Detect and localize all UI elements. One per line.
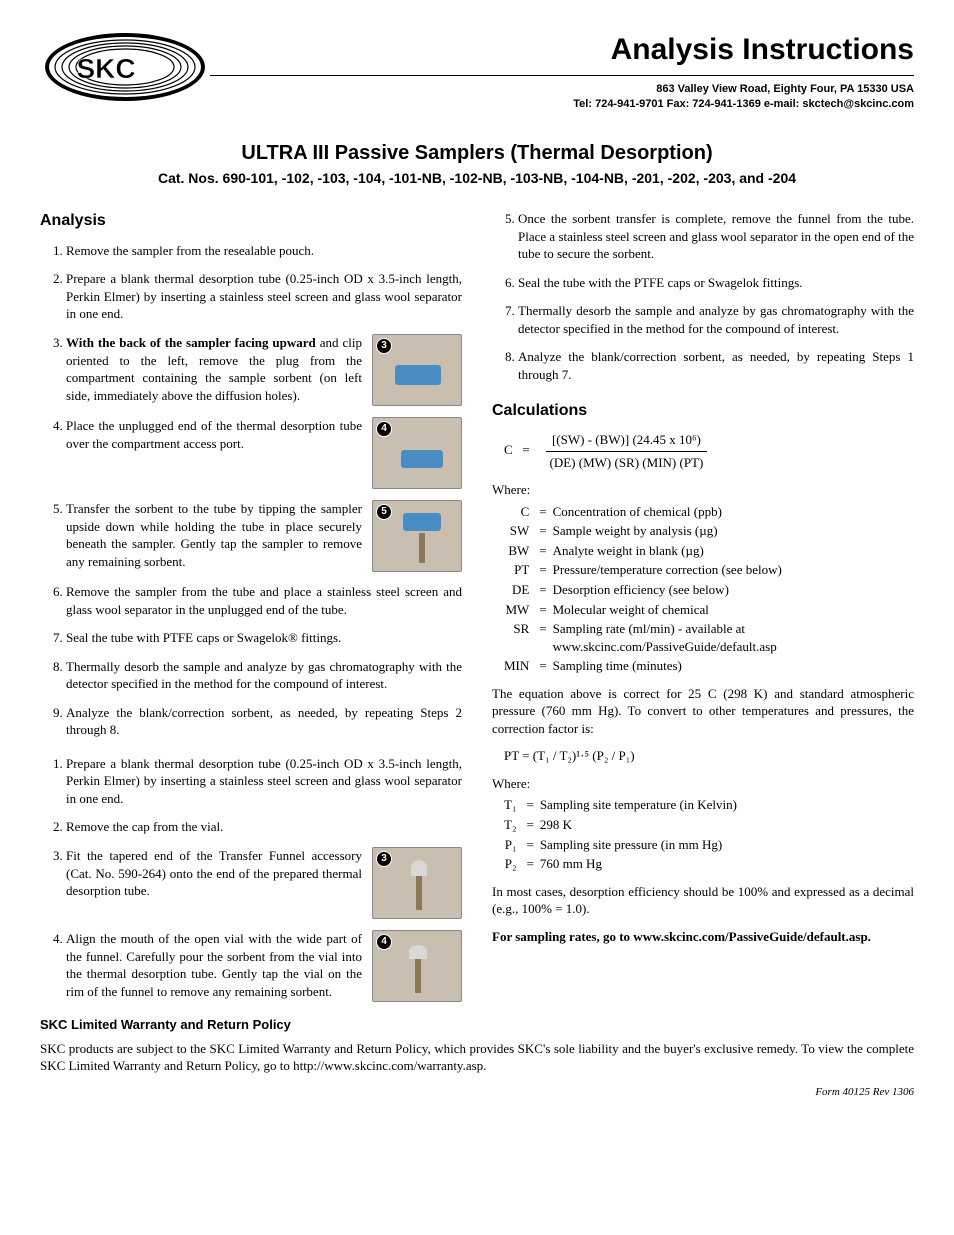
svg-text:SKC: SKC <box>76 53 135 84</box>
table-row: SR=Sampling rate (ml/min) - available at… <box>504 620 912 655</box>
step-photo-3: 3 <box>372 334 462 406</box>
step-bold: With the back of the sampler facing upwa… <box>66 335 316 350</box>
skc-logo: SKC <box>40 30 210 105</box>
analysis-steps-a: Remove the sampler from the resealable p… <box>40 242 462 739</box>
step-item: Remove the sampler from the resealable p… <box>66 242 462 260</box>
table-row: SW=Sample weight by analysis (µg) <box>504 522 912 540</box>
step-item: Seal the tube with the PTFE caps or Swag… <box>518 274 914 292</box>
badge-5: 5 <box>376 504 392 520</box>
formula-eq: = <box>522 442 529 457</box>
formula-denominator: (DE) (MW) (SR) (MIN) (PT) <box>546 452 708 472</box>
table-row: P₁=Sampling site pressure (in mm Hg) <box>504 836 741 854</box>
calc-note-1: The equation above is correct for 25 C (… <box>492 685 914 738</box>
calc-note-2: In most cases, desorption efficiency sho… <box>492 883 914 918</box>
analysis-heading: Analysis <box>40 210 462 232</box>
concentration-formula: C = [(SW) - (BW)] (24.45 x 10⁶) (DE) (MW… <box>504 431 914 471</box>
badge-3: 3 <box>376 851 392 867</box>
form-revision: Form 40125 Rev 1306 <box>40 1085 914 1100</box>
step-text: Fit the tapered end of the Transfer Funn… <box>66 847 362 900</box>
table-row: C=Concentration of chemical (ppb) <box>504 503 912 521</box>
company-address: 863 Valley View Road, Eighty Four, PA 15… <box>210 82 914 97</box>
table-row: T₁=Sampling site temperature (in Kelvin) <box>504 796 741 814</box>
catalog-numbers: Cat. Nos. 690-101, -102, -103, -104, -10… <box>40 169 914 188</box>
calculations-heading: Calculations <box>492 400 914 422</box>
step-item: Remove the cap from the vial. <box>66 818 462 836</box>
pt-formula: PT = (T₁ / T₂)¹·⁵ (P₂ / P₁) <box>504 747 914 765</box>
step-text: Align the mouth of the open vial with th… <box>66 930 362 1000</box>
product-heading: ULTRA III Passive Samplers (Thermal Deso… <box>40 140 914 188</box>
page-header: SKC Analysis Instructions 863 Valley Vie… <box>40 30 914 112</box>
badge-4: 4 <box>376 934 392 950</box>
document-title: Analysis Instructions <box>210 30 914 76</box>
step-photo-5: 5 <box>372 500 462 572</box>
step-item: Prepare a blank thermal desorption tube … <box>66 755 462 808</box>
step-item: Place the unplugged end of the thermal d… <box>66 417 462 489</box>
table-row: T₂=298 K <box>504 816 741 834</box>
step-item: Seal the tube with PTFE caps or Swagelok… <box>66 629 462 647</box>
badge-4: 4 <box>376 421 392 437</box>
product-title: ULTRA III Passive Samplers (Thermal Deso… <box>40 140 914 167</box>
badge-3: 3 <box>376 338 392 354</box>
where-label-2: Where: <box>492 775 914 793</box>
sampling-rates-link: For sampling rates, go to www.skcinc.com… <box>492 928 914 946</box>
step-item: Once the sorbent transfer is complete, r… <box>518 210 914 263</box>
table-row: MW=Molecular weight of chemical <box>504 601 912 619</box>
warranty-heading: SKC Limited Warranty and Return Policy <box>40 1016 914 1034</box>
table-row: BW=Analyte weight in blank (µg) <box>504 542 912 560</box>
step-item: Transfer the sorbent to the tube by tipp… <box>66 500 462 572</box>
step-item: Analyze the blank/correction sorbent, as… <box>66 704 462 739</box>
step-item: Analyze the blank/correction sorbent, as… <box>518 348 914 383</box>
step-text: Place the unplugged end of the thermal d… <box>66 417 362 452</box>
step-item: Fit the tapered end of the Transfer Funn… <box>66 847 462 919</box>
step-item: With the back of the sampler facing upwa… <box>66 334 462 406</box>
formula-numerator: [(SW) - (BW)] (24.45 x 10⁶) <box>546 431 708 452</box>
where-table-pt: T₁=Sampling site temperature (in Kelvin)… <box>502 794 743 874</box>
step-text: Transfer the sorbent to the tube by tipp… <box>66 500 362 570</box>
table-row: DE=Desorption efficiency (see below) <box>504 581 912 599</box>
where-label: Where: <box>492 481 914 499</box>
where-table: C=Concentration of chemical (ppb) SW=Sam… <box>502 501 914 677</box>
table-row: P₂=760 mm Hg <box>504 855 741 873</box>
table-row: MIN=Sampling time (minutes) <box>504 657 912 675</box>
step-item: Remove the sampler from the tube and pla… <box>66 583 462 618</box>
step-item: Thermally desorb the sample and analyze … <box>66 658 462 693</box>
step-item: Prepare a blank thermal desorption tube … <box>66 270 462 323</box>
step-photo-3b: 3 <box>372 847 462 919</box>
formula-lhs: C <box>504 442 513 457</box>
footer: SKC Limited Warranty and Return Policy S… <box>40 1016 914 1099</box>
table-row: PT=Pressure/temperature correction (see … <box>504 561 912 579</box>
step-photo-4b: 4 <box>372 930 462 1002</box>
step-photo-4: 4 <box>372 417 462 489</box>
step-item: Thermally desorb the sample and analyze … <box>518 302 914 337</box>
step-item: Align the mouth of the open vial with th… <box>66 930 462 1002</box>
warranty-body: SKC products are subject to the SKC Limi… <box>40 1040 914 1075</box>
company-contact: Tel: 724-941-9701 Fax: 724-941-1369 e-ma… <box>210 97 914 112</box>
